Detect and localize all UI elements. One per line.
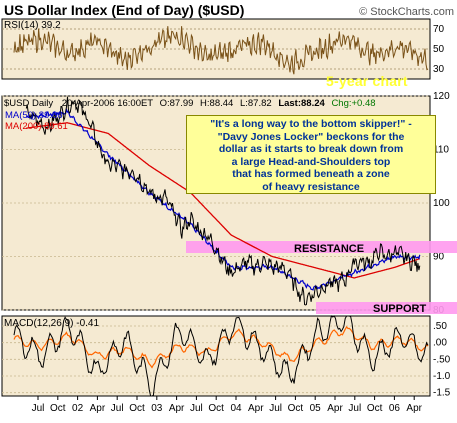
commentary-callout: "It's a long way to the bottom skipper!"…: [186, 115, 436, 194]
macd-label: MACD(12,26,9) -0.41: [4, 318, 99, 329]
price-tick-label: 100: [433, 198, 450, 209]
macd-series-line: [13, 315, 429, 397]
chart-title: US Dollar Index (End of Day) ($USD): [4, 2, 244, 18]
five-year-label: 5-year chart: [326, 73, 408, 89]
info-last: Last:88.24: [278, 98, 325, 109]
x-tick-label: Oct: [129, 403, 145, 414]
callout-line: dollar as it starts to break down from: [218, 143, 404, 156]
x-tick-label: 05: [310, 403, 322, 414]
support-zone: [316, 302, 457, 314]
rsi-series-line: [13, 26, 429, 75]
macd-gridlines: [2, 325, 430, 394]
rsi-axis: 70 50 30: [433, 24, 445, 75]
x-tick-label: Jul: [111, 403, 124, 414]
time-axis: Jul Oct 02 Apr Jul Oct 03 Apr Jul Oct 04 Apr Jul Oct 0…: [32, 396, 423, 414]
rsi-tick-label: 50: [433, 44, 445, 55]
x-tick-label: Apr: [169, 403, 185, 414]
price-tick-label: 90: [433, 252, 445, 263]
macd-tick-label: .00: [433, 338, 447, 349]
ma200-line: [26, 122, 421, 279]
callout-line: a large Head-and-Shoulders top: [231, 155, 391, 168]
ma200-legend: MA(200) 89.61: [5, 121, 68, 132]
callout-line: "It's a long way to the bottom skipper!"…: [210, 118, 412, 130]
x-tick-label: 04: [230, 403, 242, 414]
x-tick-label: 03: [151, 403, 163, 414]
info-high: H:88.44: [200, 98, 233, 109]
rsi-label: RSI(14) 39.2: [4, 20, 61, 31]
x-tick-label: Apr: [90, 403, 106, 414]
info-chg: Chg:+0.48: [331, 98, 375, 109]
macd-tick-label: -1.5: [433, 388, 451, 399]
macd-panel: [1, 315, 431, 397]
x-tick-label: Jul: [348, 403, 361, 414]
x-tick-label: Oct: [288, 403, 304, 414]
price-info-line: $USD Daily 20-Apr-2006 16:00ET O:87.99 H…: [4, 98, 376, 109]
copyright-text: © StockCharts.com: [359, 6, 454, 18]
resistance-label: RESISTANCE: [294, 243, 364, 255]
ma50-legend: MA(50) 89.86: [5, 110, 63, 121]
macd-tick-label: .50: [433, 321, 447, 332]
rsi-tick-label: 30: [433, 64, 445, 75]
price-tick-label: 110: [433, 145, 449, 156]
macd-tick-label: -1.0: [433, 371, 451, 382]
callout-line: "Davy Jones Locker" beckons for the: [217, 130, 405, 143]
rsi-tick-label: 70: [433, 24, 445, 35]
macd-signal-line: [13, 326, 429, 369]
price-tick-label: 120: [433, 91, 450, 102]
info-low: L:87.82: [240, 98, 272, 109]
callout-line: that has formed beneath a zone: [232, 168, 390, 181]
x-tick-label: Oct: [50, 403, 66, 414]
x-tick-label: Oct: [208, 403, 224, 414]
x-tick-label: Jul: [32, 403, 45, 414]
info-date: 20-Apr-2006 16:00ET: [62, 98, 154, 109]
info-open: O:87.99: [160, 98, 194, 109]
x-tick-label: 02: [72, 403, 84, 414]
support-label: SUPPORT: [373, 303, 426, 315]
macd-tick-label: -.50: [433, 354, 451, 365]
x-tick-label: Jul: [269, 403, 282, 414]
info-symbol: $USD Daily: [4, 98, 53, 109]
callout-line: of heavy resistance: [262, 180, 360, 193]
ma50-line: [25, 107, 421, 291]
x-tick-label: Apr: [248, 403, 264, 414]
x-tick-label: Oct: [367, 403, 383, 414]
x-tick-label: Jul: [190, 403, 203, 414]
x-tick-label: 06: [389, 403, 401, 414]
price-series-line: [25, 96, 421, 306]
x-tick-label: Apr: [327, 403, 343, 414]
macd-axis: .50 .00 -.50 -1.0 -1.5: [433, 321, 451, 399]
rsi-gridlines: [2, 28, 430, 70]
x-tick-label: Apr: [406, 403, 422, 414]
